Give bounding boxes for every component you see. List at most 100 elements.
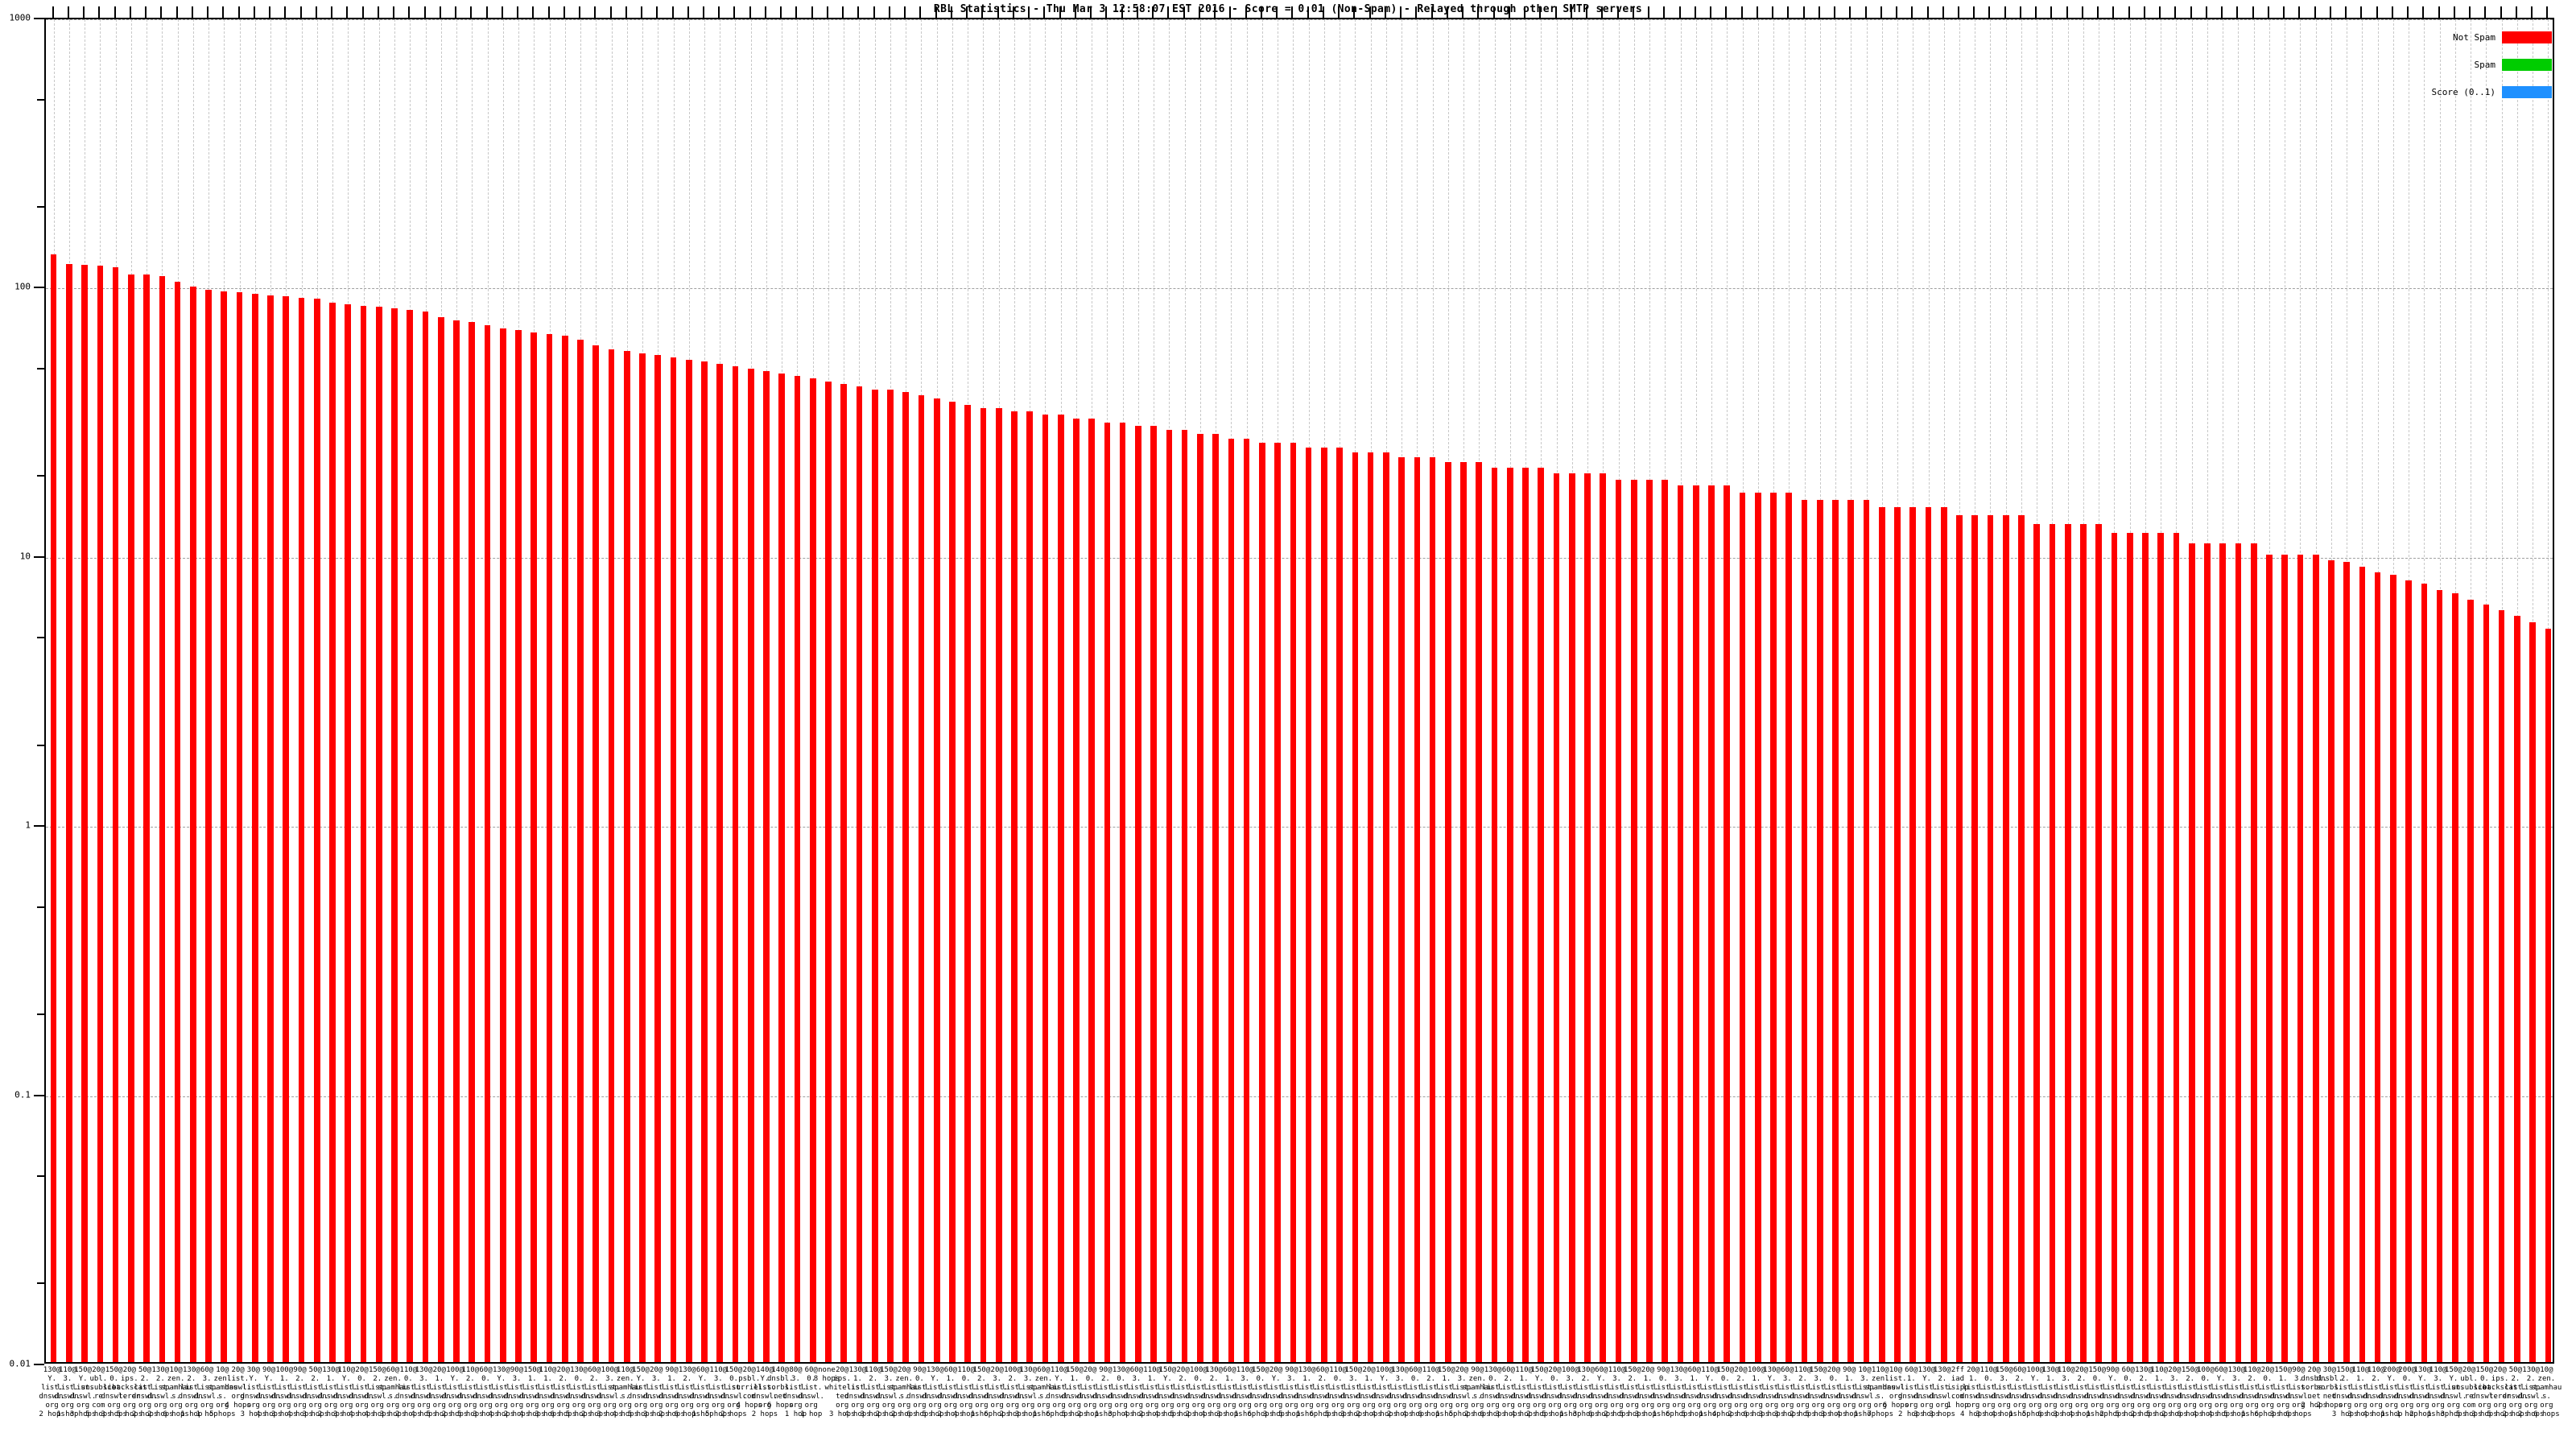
bar[interactable] bbox=[2002, 514, 2009, 1362]
bar[interactable] bbox=[189, 286, 196, 1362]
bar[interactable] bbox=[1894, 506, 1901, 1362]
bar[interactable] bbox=[2452, 592, 2458, 1362]
bar[interactable] bbox=[2436, 589, 2443, 1362]
bar[interactable] bbox=[949, 401, 956, 1362]
bar[interactable] bbox=[1181, 430, 1188, 1362]
bar[interactable] bbox=[205, 290, 212, 1362]
bar[interactable] bbox=[809, 378, 816, 1362]
bar[interactable] bbox=[267, 295, 274, 1362]
bar[interactable] bbox=[66, 263, 72, 1362]
bar[interactable] bbox=[639, 353, 646, 1362]
bar[interactable] bbox=[732, 366, 739, 1362]
bar[interactable] bbox=[623, 351, 630, 1362]
bar[interactable] bbox=[840, 383, 848, 1362]
bar[interactable] bbox=[1026, 411, 1034, 1362]
bar[interactable] bbox=[1150, 426, 1157, 1362]
bar[interactable] bbox=[871, 389, 878, 1362]
bar[interactable] bbox=[2514, 616, 2520, 1362]
bar[interactable] bbox=[2033, 523, 2041, 1362]
bar[interactable] bbox=[1057, 415, 1064, 1362]
bar[interactable] bbox=[2126, 533, 2133, 1362]
bar[interactable] bbox=[1615, 479, 1622, 1362]
bar[interactable] bbox=[515, 330, 522, 1362]
bar[interactable] bbox=[1305, 447, 1312, 1362]
bar[interactable] bbox=[81, 265, 88, 1362]
bar[interactable] bbox=[2049, 523, 2056, 1362]
bar[interactable] bbox=[2297, 554, 2304, 1362]
bar[interactable] bbox=[128, 274, 134, 1362]
bar[interactable] bbox=[1662, 479, 1669, 1362]
bar[interactable] bbox=[221, 291, 228, 1362]
bar[interactable] bbox=[1708, 485, 1715, 1362]
bar[interactable] bbox=[2374, 572, 2381, 1362]
bar[interactable] bbox=[2529, 622, 2536, 1362]
bar[interactable] bbox=[1987, 514, 1994, 1362]
bar[interactable] bbox=[236, 292, 243, 1362]
bar[interactable] bbox=[1863, 499, 1870, 1362]
bar[interactable] bbox=[1444, 462, 1451, 1362]
bar[interactable] bbox=[546, 333, 553, 1362]
legend-item[interactable]: Not Spam bbox=[2367, 31, 2552, 43]
bar[interactable] bbox=[964, 404, 972, 1362]
bar[interactable] bbox=[2142, 533, 2149, 1362]
bar[interactable] bbox=[2188, 543, 2195, 1362]
bar[interactable] bbox=[1414, 456, 1421, 1362]
bar[interactable] bbox=[2390, 575, 2396, 1362]
bar[interactable] bbox=[2498, 610, 2505, 1362]
bar[interactable] bbox=[1383, 452, 1389, 1362]
bar[interactable] bbox=[1476, 462, 1483, 1362]
bar[interactable] bbox=[2235, 543, 2242, 1362]
bar[interactable] bbox=[887, 389, 894, 1362]
bar[interactable] bbox=[97, 266, 104, 1362]
bar[interactable] bbox=[2405, 580, 2412, 1362]
bar[interactable] bbox=[375, 307, 382, 1362]
bar[interactable] bbox=[2064, 523, 2071, 1362]
bar[interactable] bbox=[469, 322, 476, 1362]
bar[interactable] bbox=[716, 364, 724, 1362]
legend-item[interactable]: Spam bbox=[2367, 58, 2552, 71]
bar[interactable] bbox=[1630, 479, 1637, 1362]
bar[interactable] bbox=[2111, 533, 2118, 1362]
bar[interactable] bbox=[2157, 533, 2165, 1362]
bar[interactable] bbox=[407, 310, 414, 1362]
bar[interactable] bbox=[1692, 485, 1699, 1362]
bar[interactable] bbox=[1584, 473, 1591, 1362]
bar[interactable] bbox=[1197, 434, 1203, 1362]
bar[interactable] bbox=[2467, 599, 2474, 1362]
bar[interactable] bbox=[1491, 468, 1498, 1362]
bar[interactable] bbox=[1847, 499, 1855, 1362]
bar[interactable] bbox=[1878, 506, 1885, 1362]
bar[interactable] bbox=[1724, 485, 1731, 1362]
bar[interactable] bbox=[2421, 583, 2428, 1362]
bar[interactable] bbox=[2328, 560, 2334, 1362]
bar[interactable] bbox=[1274, 443, 1281, 1362]
bar[interactable] bbox=[391, 308, 398, 1362]
bar[interactable] bbox=[561, 335, 568, 1362]
bar[interactable] bbox=[825, 381, 832, 1362]
bar[interactable] bbox=[2250, 543, 2257, 1362]
bar[interactable] bbox=[2095, 523, 2103, 1362]
bar[interactable] bbox=[2204, 543, 2211, 1362]
bar[interactable] bbox=[530, 332, 538, 1362]
bar[interactable] bbox=[1104, 422, 1111, 1362]
bar[interactable] bbox=[2173, 533, 2180, 1362]
bar[interactable] bbox=[1352, 452, 1359, 1362]
bar[interactable] bbox=[1816, 499, 1823, 1362]
bar[interactable] bbox=[1429, 456, 1436, 1362]
bar[interactable] bbox=[778, 374, 786, 1362]
bar[interactable] bbox=[1568, 473, 1575, 1362]
bar[interactable] bbox=[1940, 506, 1947, 1362]
bar[interactable] bbox=[2483, 605, 2490, 1362]
bar[interactable] bbox=[298, 297, 305, 1362]
bar[interactable] bbox=[1754, 492, 1761, 1362]
bar[interactable] bbox=[1290, 443, 1297, 1362]
bar[interactable] bbox=[1228, 438, 1235, 1362]
bar[interactable] bbox=[2080, 523, 2087, 1362]
bar[interactable] bbox=[1166, 430, 1173, 1362]
bar[interactable] bbox=[763, 371, 770, 1362]
bar[interactable] bbox=[112, 266, 119, 1362]
bar[interactable] bbox=[1119, 422, 1126, 1362]
bar[interactable] bbox=[1073, 418, 1080, 1362]
bar[interactable] bbox=[1739, 492, 1746, 1362]
bar[interactable] bbox=[685, 359, 692, 1362]
